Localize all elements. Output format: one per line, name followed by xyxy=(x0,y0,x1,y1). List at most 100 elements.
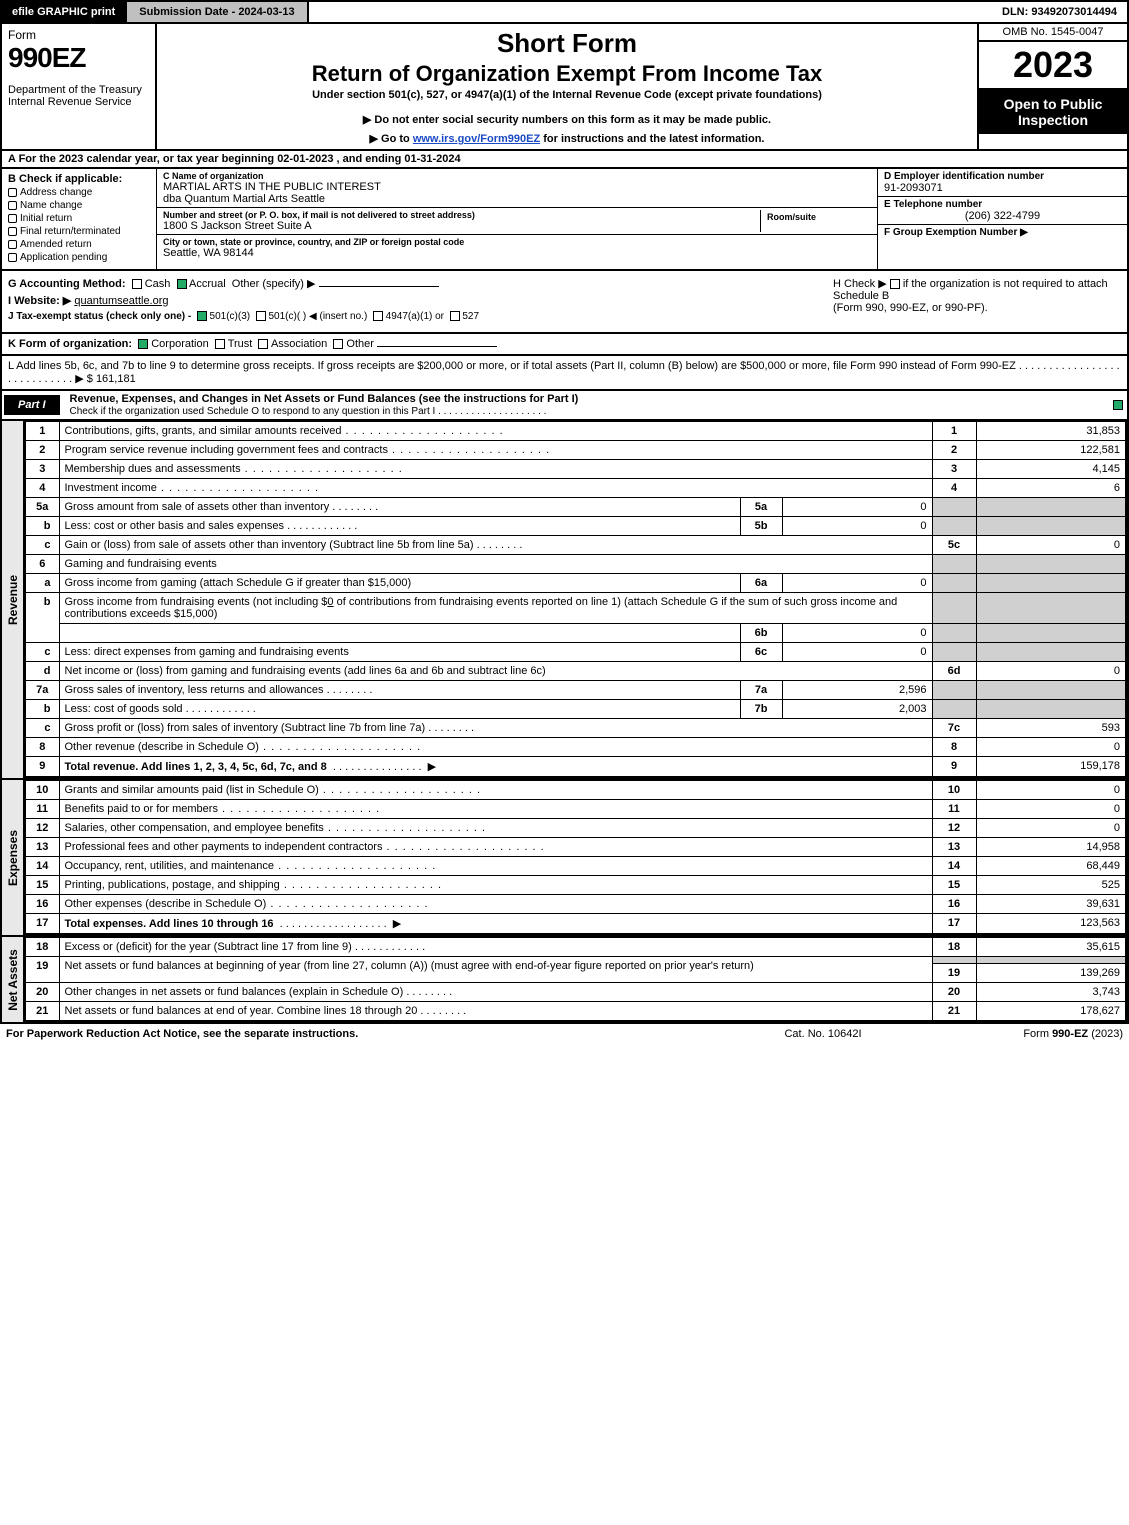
chk-cash[interactable] xyxy=(132,279,142,289)
table-row: bLess: cost of goods sold7b2,003 xyxy=(25,700,1126,719)
g-label: G Accounting Method: xyxy=(8,278,126,290)
subbox-value: 0 xyxy=(782,574,932,593)
line-desc: Less: cost of goods sold xyxy=(59,700,740,719)
subbox-value: 0 xyxy=(782,517,932,536)
chk-initial-return[interactable]: Initial return xyxy=(8,213,150,224)
chk-label: Address change xyxy=(20,187,92,198)
line-l: L Add lines 5b, 6c, and 7b to line 9 to … xyxy=(0,356,1129,391)
shaded xyxy=(932,574,976,593)
netassets-side-label: Net Assets xyxy=(2,937,24,1022)
chk-501c3[interactable] xyxy=(197,311,207,321)
gij-left: G Accounting Method: Cash Accrual Other … xyxy=(2,271,827,332)
expenses-side-label: Expenses xyxy=(2,780,24,935)
chk-accrual[interactable] xyxy=(177,279,187,289)
line-num: 19 xyxy=(25,957,59,983)
chk-application-pending[interactable]: Application pending xyxy=(8,252,150,263)
shaded xyxy=(976,593,1126,624)
j-label: J Tax-exempt status (check only one) - xyxy=(8,311,191,322)
table-row: dNet income or (loss) from gaming and fu… xyxy=(25,662,1126,681)
street-label: Number and street (or P. O. box, if mail… xyxy=(163,210,760,220)
other-specify-field[interactable] xyxy=(319,286,439,287)
line-num: 13 xyxy=(25,838,59,857)
revenue-section: Revenue 1Contributions, gifts, grants, a… xyxy=(0,421,1129,780)
line-num: 12 xyxy=(25,819,59,838)
city-cell: City or town, state or province, country… xyxy=(157,235,877,261)
chk-address-change[interactable]: Address change xyxy=(8,187,150,198)
table-row: 9Total revenue. Add lines 1, 2, 3, 4, 5c… xyxy=(25,757,1126,778)
box-b: B Check if applicable: Address change Na… xyxy=(2,169,157,269)
title-block: Short Form Return of Organization Exempt… xyxy=(157,24,979,149)
line-num: b xyxy=(25,700,59,719)
table-row: 19Net assets or fund balances at beginni… xyxy=(25,957,1126,964)
line-h: H Check ▶ if the organization is not req… xyxy=(827,271,1127,332)
line-desc: Less: direct expenses from gaming and fu… xyxy=(59,643,740,662)
line-num: 7a xyxy=(25,681,59,700)
line-desc: Grants and similar amounts paid (list in… xyxy=(59,781,932,800)
subbox-label: 5b xyxy=(740,517,782,536)
chk-501c[interactable] xyxy=(256,311,266,321)
netassets-section: Net Assets 18Excess or (deficit) for the… xyxy=(0,937,1129,1024)
subbox-value: 2,003 xyxy=(782,700,932,719)
line-num: 9 xyxy=(25,757,59,778)
chk-label: Initial return xyxy=(20,213,72,224)
other-org-field[interactable] xyxy=(377,346,497,347)
efile-print-button[interactable]: efile GRAPHIC print xyxy=(2,2,127,22)
shaded xyxy=(976,681,1126,700)
table-row: 3Membership dues and assessments34,145 xyxy=(25,460,1126,479)
amount: 123,563 xyxy=(976,914,1126,935)
chk-527[interactable] xyxy=(450,311,460,321)
k-label: K Form of organization: xyxy=(8,338,132,350)
street-value: 1800 S Jackson Street Suite A xyxy=(163,220,760,232)
line-a-period: A For the 2023 calendar year, or tax yea… xyxy=(0,151,1129,169)
ein-value: 91-2093071 xyxy=(884,182,1121,194)
amount: 0 xyxy=(976,536,1126,555)
shaded xyxy=(932,593,976,624)
col-num: 10 xyxy=(932,781,976,800)
chk-trust[interactable] xyxy=(215,339,225,349)
phone-value: (206) 322-4799 xyxy=(884,210,1121,222)
amount: 39,631 xyxy=(976,895,1126,914)
part1-schedule-o-chk[interactable] xyxy=(1109,399,1127,411)
irs-link[interactable]: www.irs.gov/Form990EZ xyxy=(413,133,540,145)
org-name: MARTIAL ARTS IN THE PUBLIC INTEREST xyxy=(163,181,871,193)
chk-other-org[interactable] xyxy=(333,339,343,349)
amount: 159,178 xyxy=(976,757,1126,778)
table-row: cGross profit or (loss) from sales of in… xyxy=(25,719,1126,738)
table-row: 4Investment income46 xyxy=(25,479,1126,498)
col-num: 3 xyxy=(932,460,976,479)
chk-amended-return[interactable]: Amended return xyxy=(8,239,150,250)
amount: 14,958 xyxy=(976,838,1126,857)
amount: 122,581 xyxy=(976,441,1126,460)
checkbox-icon xyxy=(8,201,17,210)
subbox-label: 7a xyxy=(740,681,782,700)
s527-label: 527 xyxy=(462,311,479,322)
line-num: c xyxy=(25,643,59,662)
col-num: 17 xyxy=(932,914,976,935)
trust-label: Trust xyxy=(228,338,253,350)
line-desc: Total revenue. Add lines 1, 2, 3, 4, 5c,… xyxy=(59,757,932,778)
line-desc: Printing, publications, postage, and shi… xyxy=(59,876,932,895)
dept-label: Department of the Treasury Internal Reve… xyxy=(8,84,149,108)
line-desc xyxy=(59,624,740,643)
room-cell: Room/suite xyxy=(761,210,871,232)
shaded xyxy=(932,700,976,719)
table-row: 13Professional fees and other payments t… xyxy=(25,838,1126,857)
addr-row: Number and street (or P. O. box, if mail… xyxy=(157,208,877,235)
checkbox-icon xyxy=(8,240,17,249)
chk-name-change[interactable]: Name change xyxy=(8,200,150,211)
chk-4947[interactable] xyxy=(373,311,383,321)
under-section: Under section 501(c), 527, or 4947(a)(1)… xyxy=(165,89,969,101)
line-desc: Contributions, gifts, grants, and simila… xyxy=(59,422,932,441)
line-desc: Other revenue (describe in Schedule O) xyxy=(59,738,932,757)
website-link[interactable]: quantumseattle.org xyxy=(74,295,168,307)
line-num: 3 xyxy=(25,460,59,479)
line-g: G Accounting Method: Cash Accrual Other … xyxy=(8,277,821,290)
chk-schedule-b[interactable] xyxy=(890,279,900,289)
col-num: 2 xyxy=(932,441,976,460)
chk-corp[interactable] xyxy=(138,339,148,349)
chk-final-return[interactable]: Final return/terminated xyxy=(8,226,150,237)
subbox-label: 6c xyxy=(740,643,782,662)
line-num: b xyxy=(25,593,59,643)
chk-assoc[interactable] xyxy=(258,339,268,349)
identity-block: B Check if applicable: Address change Na… xyxy=(0,169,1129,271)
